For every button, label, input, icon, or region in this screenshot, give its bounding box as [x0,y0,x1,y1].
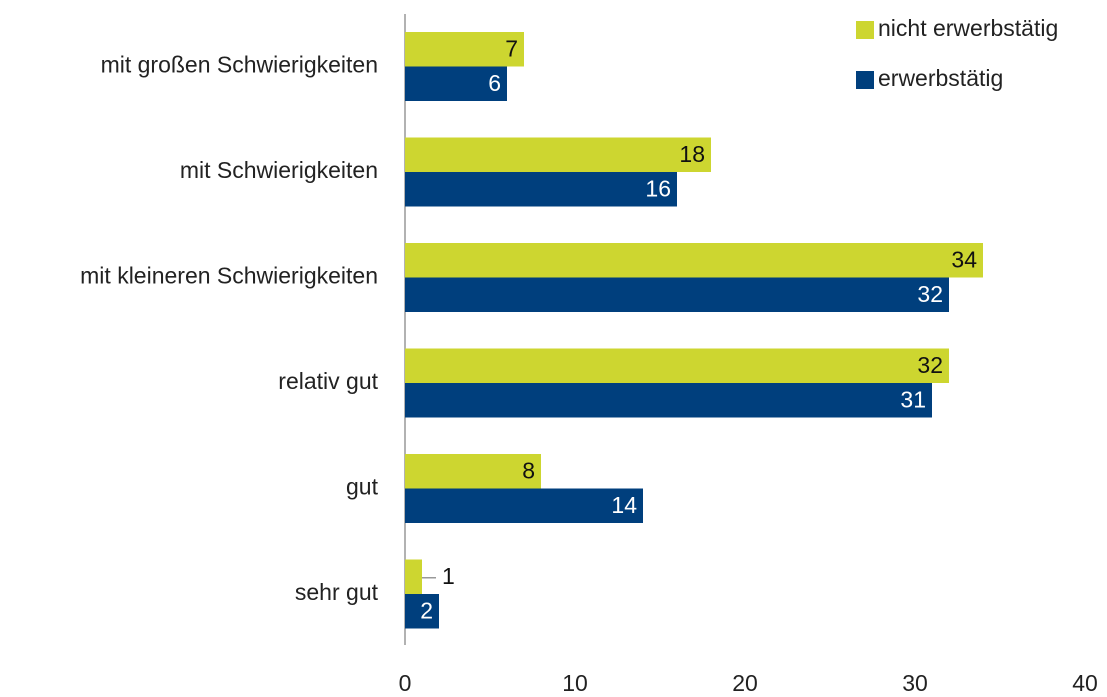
data-label: 8 [522,457,535,483]
bar [405,454,541,489]
legend-swatch [856,71,874,89]
data-label: 1 [442,563,455,589]
legend-label: erwerbstätig [878,65,1003,91]
data-label: 2 [420,597,433,623]
y-tick-label: mit großen Schwierigkeiten [101,52,378,78]
x-tick-label: 0 [399,670,412,696]
y-tick-label: gut [346,474,379,500]
data-label: 32 [917,352,943,378]
bar [405,32,524,67]
data-label: 6 [488,70,501,96]
y-tick-label: relativ gut [278,368,378,394]
x-tick-label: 10 [562,670,588,696]
data-label: 18 [679,141,705,167]
legend-swatch [856,21,874,39]
data-label: 32 [917,281,943,307]
bar [405,66,507,101]
data-label: 31 [900,386,926,412]
y-tick-label: mit Schwierigkeiten [180,157,378,183]
bar [405,594,439,629]
bar [405,172,677,207]
data-label: 14 [611,492,637,518]
bar [405,559,422,594]
x-tick-label: 20 [732,670,758,696]
bar [405,243,983,278]
bar [405,488,643,523]
data-label: 16 [645,175,671,201]
legend-label: nicht erwerbstätig [878,15,1058,41]
bar [405,383,932,418]
data-label: 7 [505,35,518,61]
x-tick-label: 40 [1072,670,1098,696]
y-tick-label: sehr gut [295,579,379,605]
bar [405,348,949,383]
bar [405,137,711,172]
bar [405,277,949,312]
x-tick-label: 30 [902,670,928,696]
data-label: 34 [951,246,977,272]
y-tick-label: mit kleineren Schwierigkeiten [80,263,378,289]
